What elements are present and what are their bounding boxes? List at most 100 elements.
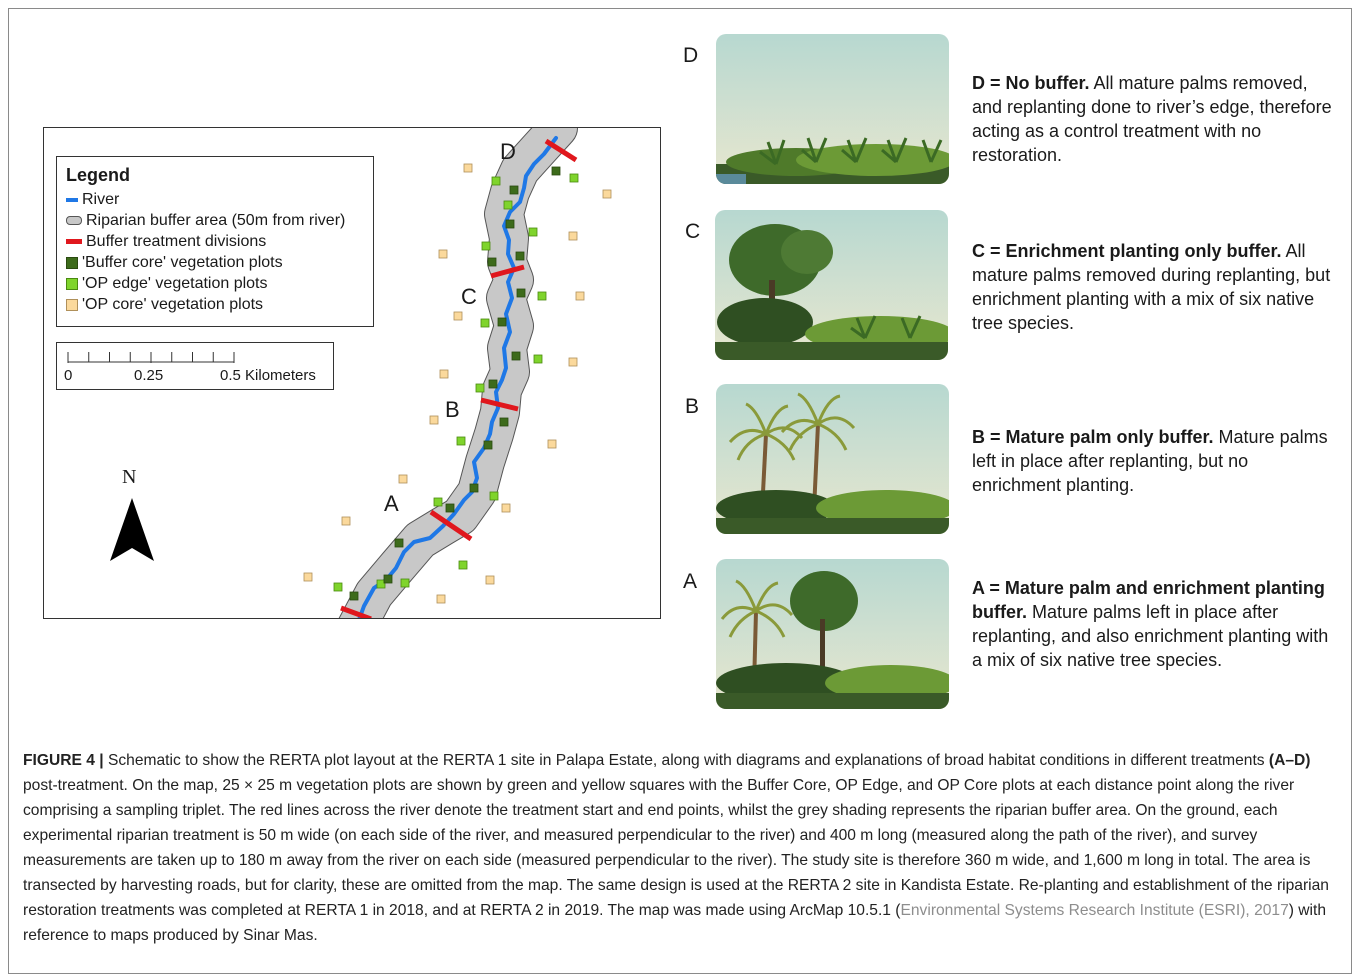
illustration-palm-and-enrichment [716,559,949,709]
map-legend: Legend River Riparian buffer area (50m f… [56,156,374,327]
description-a: A = Mature palm and enrichment planting … [972,576,1332,672]
description-text: All mature palms removed, and replanting… [972,73,1332,165]
description-text: Mature palms left in place after replant… [972,602,1329,670]
legend-item-op-edge: 'OP edge' vegetation plots [66,273,373,294]
caption-citation-link[interactable]: Environmental Systems Research Institute… [900,902,1289,919]
buffer-core-plot [483,440,493,450]
panel-letter-a: A [683,570,698,593]
op-core-plot [436,594,446,604]
op-edge-plot [480,318,490,328]
buffer-core-plot [516,288,526,298]
division-swatch-icon [66,239,82,244]
panel-letter-b: B [685,395,700,418]
site-map: Legend River Riparian buffer area (50m f… [43,127,661,619]
buffer-core-swatch-icon [66,256,78,269]
buffer-core-plot [488,379,498,389]
division-b [480,397,519,412]
op-core-plot [439,369,449,379]
map-label-b: B [445,397,460,422]
map-label-c: C [461,284,477,309]
buffer-swatch-icon [66,216,82,225]
op-core-swatch-icon [66,298,78,311]
map-label-d: D [500,139,516,164]
legend-item-buffer-core: 'Buffer core' vegetation plots [66,252,373,273]
op-edge-plot [433,497,443,507]
op-edge-plot [458,560,468,570]
buffer-core-plot [515,251,525,261]
legend-label: Buffer treatment divisions [86,232,267,250]
op-edge-plot [481,241,491,251]
op-edge-plot [533,354,543,364]
north-label: N [122,466,137,488]
legend-item-river: River [66,189,373,210]
legend-item-divisions: Buffer treatment divisions [66,231,373,252]
buffer-core-plot [469,483,479,493]
vegetation-plots [303,163,612,604]
illustration-enrichment-only [715,210,948,360]
op-core-plot [568,231,578,241]
panel-letter-d: D [683,44,699,67]
op-core-plot [429,415,439,425]
scale-bar: 0 0.25 0.5 Kilometers [56,342,334,390]
north-arrow-icon [110,498,154,561]
op-edge-plot [569,173,579,183]
buffer-core-plot [349,591,359,601]
scale-label-0: 0 [64,367,73,384]
op-core-plot [575,291,585,301]
buffer-core-plot [445,503,455,513]
map-drawing [110,128,612,618]
op-core-plot [463,163,473,173]
buffer-core-plot [505,219,515,229]
op-edge-plot [376,579,386,589]
scale-bar-ruler [67,352,235,363]
river-line [357,136,558,618]
illustration-no-buffer [716,34,949,184]
division-a [429,509,473,542]
op-edge-plot [456,436,466,446]
op-edge-plot [475,383,485,393]
buffer-core-plot [383,574,393,584]
buffer-core-plot [551,166,561,176]
op-core-plot [398,474,408,484]
description-heading: B = Mature palm only buffer. [972,427,1214,447]
description-b: B = Mature palm only buffer. Mature palm… [972,425,1332,497]
legend-item-buffer: Riparian buffer area (50m from river) [66,210,373,231]
op-core-plot [547,439,557,449]
op-core-plot [501,503,511,513]
caption-panel-ref: (A–D) [1268,752,1311,769]
division-c [490,264,525,279]
scale-label-025: 0.25 [134,367,164,384]
op-edge-plot [491,176,501,186]
buffer-core-plot [499,417,509,427]
panel-letter-c: C [685,220,701,243]
description-text: Mature palms left in place after replant… [972,427,1328,495]
figure-caption: FIGURE 4 | Schematic to show the RERTA p… [23,748,1341,948]
legend-label: 'OP edge' vegetation plots [82,274,268,292]
legend-label: River [82,190,120,208]
legend-item-op-core: 'OP core' vegetation plots [66,294,373,315]
op-core-plot [453,311,463,321]
op-edge-swatch-icon [66,277,78,290]
buffer-core-plot [487,257,497,267]
caption-label: FIGURE 4 | [23,752,104,769]
description-heading: C = Enrichment planting only buffer. [972,241,1282,261]
legend-label: 'Buffer core' vegetation plots [82,253,283,271]
caption-text: Schematic to show the RERTA plot layout … [103,752,1269,769]
op-edge-plot [528,227,538,237]
scale-label-05: 0.5 Kilometers [220,367,316,384]
caption-text: post-treatment. On the map, 25 × 25 m ve… [23,777,1329,919]
river-swatch-icon [66,197,78,202]
figure-frame [8,8,1352,974]
description-heading: A = Mature palm and enrichment planting … [972,578,1325,622]
op-edge-plot [537,291,547,301]
op-edge-plot [503,200,513,210]
op-edge-plot [489,491,499,501]
op-edge-plot [400,578,410,588]
description-heading: D = No buffer. [972,73,1090,93]
buffer-core-plot [509,185,519,195]
description-c: C = Enrichment planting only buffer. All… [972,239,1332,335]
op-core-plot [568,357,578,367]
op-edge-plot [333,582,343,592]
illustration-mature-palm-only [716,384,949,534]
buffer-core-plot [511,351,521,361]
